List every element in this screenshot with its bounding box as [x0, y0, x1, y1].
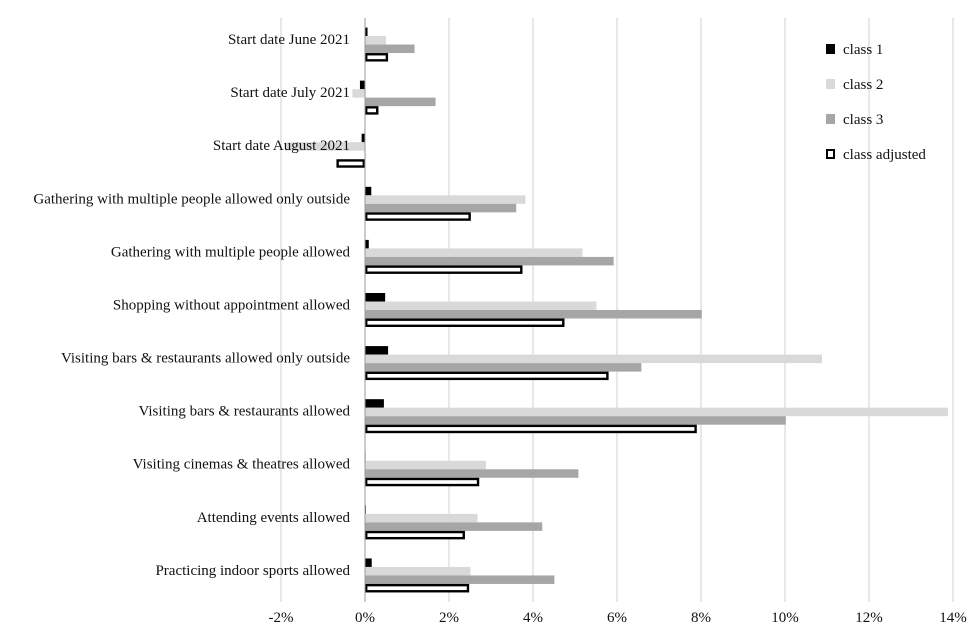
category-label-shopping-without-appointment-allowed: Shopping without appointment allowed	[113, 297, 351, 313]
x-tick-label-2: 2%	[439, 610, 459, 625]
bar-class-1-visiting-bars-restaurants-allowed-only-outside	[365, 346, 389, 355]
category-label-visiting-bars-restaurants-allowed-only-outside: Visiting bars & restaurants allowed only…	[61, 351, 350, 367]
category-label-gathering-with-multiple-people-allowed-only-outside: Gathering with multiple people allowed o…	[33, 191, 350, 207]
x-tick-label-12: 12%	[855, 610, 883, 625]
bar-class-3-gathering-with-multiple-people-allowed-only-outside	[365, 203, 517, 213]
x-tick-label-8: 8%	[691, 610, 711, 625]
bar-class-2-gathering-with-multiple-people-allowed	[365, 248, 583, 257]
bar-class-adjusted-start-date-july-2021	[365, 106, 379, 115]
bar-class-adjusted-visiting-bars-restaurants-allowed-only-outside	[365, 371, 609, 381]
bar-class-3-visiting-bars-restaurants-allowed	[365, 416, 786, 425]
bar-class-1-visiting-bars-restaurants-allowed	[365, 399, 384, 408]
category-label-visiting-bars-restaurants-allowed: Visiting bars & restaurants allowed	[138, 404, 350, 420]
category-label-start-date-august-2021: Start date August 2021	[213, 138, 350, 154]
legend-label-class-3: class 3	[843, 112, 883, 128]
legend-swatch-class-1	[826, 44, 835, 54]
bar-class-1-start-date-august-2021	[361, 133, 365, 143]
legend-swatch-class-3	[826, 114, 835, 124]
bar-class-3-attending-events-allowed	[365, 522, 543, 531]
bar-class-3-start-date-june-2021	[365, 44, 415, 54]
legend: class 1 class 2 class 3 class adjusted	[826, 42, 926, 163]
x-tick-label-6: 6%	[607, 610, 627, 625]
bar-class-2-visiting-bars-restaurants-allowed-only-outside	[365, 354, 822, 364]
bar-class-2-start-date-july-2021	[352, 89, 365, 98]
bar-class-adjusted-practicing-indoor-sports-allowed	[365, 583, 470, 593]
bar-class-adjusted-gathering-with-multiple-people-allowed	[365, 265, 523, 274]
legend-swatch-class-2	[826, 79, 835, 89]
bar-class-3-visiting-bars-restaurants-allowed-only-outside	[365, 363, 642, 372]
bar-class-1-gathering-with-multiple-people-allowed-only-outside	[365, 186, 372, 196]
legend-label-class-1: class 1	[843, 42, 883, 58]
x-tick-label-2: -2%	[269, 610, 294, 625]
bar-class-2-visiting-bars-restaurants-allowed	[365, 407, 948, 417]
bar-class-adjusted-start-date-june-2021	[365, 53, 389, 62]
category-label-start-date-june-2021: Start date June 2021	[228, 32, 350, 48]
category-label-gathering-with-multiple-people-allowed: Gathering with multiple people allowed	[111, 244, 351, 260]
x-tick-label-10: 10%	[771, 610, 799, 625]
x-tick-label-4: 4%	[523, 610, 543, 625]
bar-class-1-practicing-indoor-sports-allowed	[365, 558, 372, 567]
bar-class-2-gathering-with-multiple-people-allowed-only-outside	[365, 195, 526, 204]
bar-class-3-shopping-without-appointment-allowed	[365, 310, 702, 319]
bar-class-3-visiting-cinemas-theatres-allowed	[365, 469, 579, 478]
bar-class-1-shopping-without-appointment-allowed	[365, 293, 386, 302]
bar-class-adjusted-attending-events-allowed	[365, 530, 465, 540]
x-axis-tick-labels: -2% 0% 2% 4% 6% 8% 10% 12% 14%	[269, 610, 967, 625]
bar-class-1-start-date-june-2021	[365, 27, 368, 37]
legend-label-class-adjusted: class adjusted	[843, 147, 926, 163]
bar-class-adjusted-shopping-without-appointment-allowed	[365, 318, 565, 328]
bar-class-adjusted-gathering-with-multiple-people-allowed-only-outside	[365, 212, 471, 221]
bar-class-2-shopping-without-appointment-allowed	[365, 301, 597, 310]
bar-class-adjusted-visiting-bars-restaurants-allowed	[365, 424, 697, 434]
x-tick-label-14: 14%	[939, 610, 967, 625]
bar-group	[285, 27, 948, 593]
category-label-visiting-cinemas-theatres-allowed: Visiting cinemas & theatres allowed	[133, 457, 351, 473]
bar-class-3-practicing-indoor-sports-allowed	[365, 575, 555, 584]
category-label-start-date-july-2021: Start date July 2021	[230, 85, 350, 101]
bar-class-2-start-date-june-2021	[365, 36, 386, 45]
bar-class-2-attending-events-allowed	[365, 513, 478, 523]
category-label-practicing-indoor-sports-allowed: Practicing indoor sports allowed	[155, 563, 350, 579]
category-labels: Start date June 2021 Start date July 2021…	[33, 32, 350, 579]
bar-class-3-gathering-with-multiple-people-allowed	[365, 256, 614, 266]
x-tick-label-0: 0%	[355, 610, 375, 625]
legend-label-class-2: class 2	[843, 77, 883, 93]
bar-class-1-gathering-with-multiple-people-allowed	[365, 239, 369, 249]
category-label-attending-events-allowed: Attending events allowed	[197, 510, 351, 526]
legend-swatch-class-adjusted	[826, 149, 835, 159]
bar-class-2-visiting-cinemas-theatres-allowed	[365, 460, 486, 470]
bar-class-1-start-date-july-2021	[359, 80, 365, 90]
bar-class-3-start-date-july-2021	[365, 97, 436, 107]
bar-class-adjusted-start-date-august-2021	[336, 159, 366, 168]
bar-class-adjusted-visiting-cinemas-theatres-allowed	[365, 477, 480, 487]
bar-class-2-practicing-indoor-sports-allowed	[365, 566, 471, 576]
bar-class-2-start-date-august-2021	[285, 142, 365, 151]
